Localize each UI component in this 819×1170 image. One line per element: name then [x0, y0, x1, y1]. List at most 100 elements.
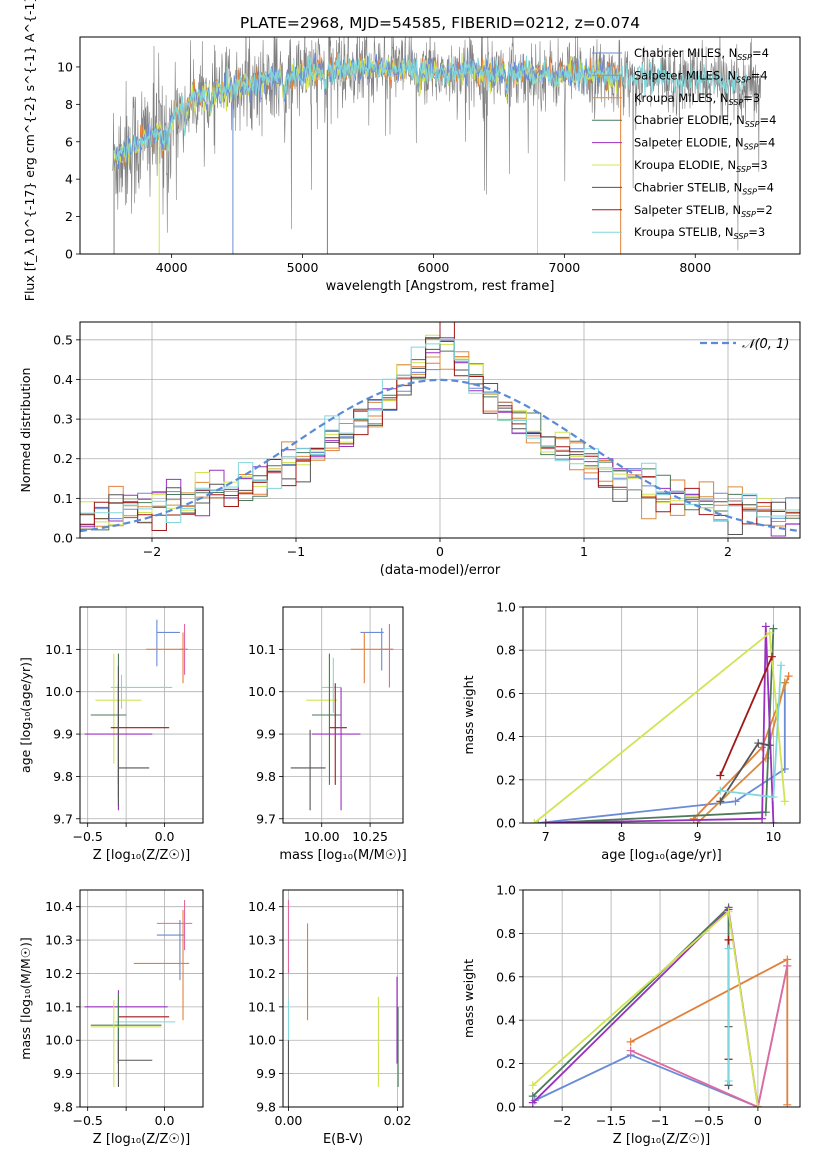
y-tick-label: 9.9 [53, 1066, 73, 1081]
y-tick-label: 9.8 [53, 769, 73, 784]
histogram-series-kroupa_stelib [80, 338, 800, 538]
x-tick-label: −2 [553, 1113, 571, 1128]
errorbar-point [90, 1000, 162, 1087]
weight-marker [716, 786, 725, 795]
chart-massweight_vs_Z: −2 −1.5 −1 −0.5 0 0.0 0.2 0.4 0.6 0.8 1.0 Z [log₁₀(… [461, 883, 801, 1147]
grid [523, 889, 800, 1108]
weight-series-pink [630, 965, 789, 1107]
errorbar-point [156, 619, 180, 667]
x-tick-label: −1 [287, 544, 305, 559]
axes-frame [282, 606, 404, 824]
weight-marker [528, 1098, 537, 1107]
chart-massweight_vs_age: 7 8 9 10 0.0 0.2 0.4 0.6 0.8 1.0 age [log₁₀(age/yr… [461, 600, 801, 863]
weight-marker [716, 771, 725, 780]
y-tick-label: 10.2 [248, 966, 276, 981]
figure-title: PLATE=2968, MJD=54585, FIBERID=0212, z=0… [240, 14, 640, 32]
chart-age_vs_Z: −0.5 0.0 9.7 9.8 9.9 10.0 10.1 Z [log₁₀(Z/Z☉)] a… [18, 606, 204, 863]
x-axis-label: Z [log₁₀(Z/Z☉)] [93, 848, 190, 863]
x-tick-label: 7000 [548, 260, 580, 275]
weight-marker [541, 819, 550, 823]
y-tick-label: 9.8 [53, 1100, 73, 1115]
y-tick-label: 10.0 [248, 1033, 276, 1048]
y-tick-label: 10.1 [45, 999, 73, 1014]
x-axis-label: E(B-V) [323, 1132, 363, 1147]
weight-marker [765, 628, 774, 637]
plot-area [84, 900, 193, 1087]
weight-marker [530, 819, 539, 823]
x-tick-label: 0.0 [155, 1113, 175, 1128]
y-tick-label: 0.6 [496, 686, 516, 701]
y-tick-label: 10.1 [45, 642, 73, 657]
y-tick-label: 0.2 [53, 451, 73, 466]
weight-marker [769, 624, 778, 633]
weight-marker [777, 661, 786, 670]
y-axis-label: age [log₁₀(age/yr)] [18, 657, 33, 773]
y-tick-label: 0.4 [53, 372, 73, 387]
x-axis-label: Z [log₁₀(Z/Z☉)] [613, 1132, 710, 1147]
legend-entry: Chabrier ELODIE, NSSP=4 [634, 113, 776, 129]
plot-area [287, 900, 399, 1107]
y-tick-label: 10.0 [45, 684, 73, 699]
x-tick-label: 10.00 [304, 829, 340, 844]
y-axis-label: mass weight [461, 675, 476, 754]
legend: Chabrier MILES, NSSP=4 Salpeter MILES, NS… [592, 46, 776, 241]
y-tick-label: 0.3 [53, 412, 73, 427]
weight-marker [753, 1103, 762, 1107]
y-tick-label: 0.5 [53, 332, 73, 347]
weight-marker [769, 819, 778, 823]
y-tick-label: 10.2 [45, 966, 73, 981]
weight-marker [767, 652, 776, 661]
errorbar-point [115, 1006, 176, 1057]
y-tick-label: 0 [65, 247, 73, 262]
y-tick-label: 0.1 [53, 491, 73, 506]
y-axis-label: mass weight [461, 959, 476, 1038]
x-tick-label: 0.00 [275, 1113, 303, 1128]
weight-marker [758, 743, 767, 752]
y-tick-label: 0.0 [496, 816, 516, 831]
y-tick-label: 0.8 [496, 643, 516, 658]
x-tick-label: 2 [724, 544, 732, 559]
y-tick-label: 10.0 [45, 1033, 73, 1048]
weight-marker [626, 1037, 635, 1046]
x-axis-label: Z [log₁₀(Z/Z☉)] [93, 1132, 190, 1147]
axes-frame [522, 889, 801, 1108]
errorbar-point [146, 632, 188, 684]
weight-marker [780, 678, 789, 687]
weight-series-chabrier_miles [534, 965, 789, 1107]
y-tick-label: 10.0 [248, 684, 276, 699]
weight-marker [716, 797, 725, 806]
errorbar-point [117, 666, 150, 807]
weight-marker [784, 672, 793, 681]
weight-series-salpeter_elodie [532, 907, 759, 1107]
x-tick-label: 7 [542, 829, 550, 844]
weight-marker [724, 935, 733, 944]
legend-entry: Salpeter STELIB, NSSP=2 [634, 203, 773, 219]
errorbar-point [117, 1040, 153, 1087]
y-tick-label: 0.0 [53, 531, 73, 546]
y-tick-label: 6 [65, 134, 73, 149]
x-axis-label: age [log₁₀(age/yr)] [601, 848, 722, 863]
y-tick-label: 0.8 [496, 926, 516, 941]
x-tick-label: 5000 [287, 260, 319, 275]
plot-area [290, 623, 394, 811]
axes-frame [79, 36, 801, 255]
y-tick-label: 1.0 [496, 883, 516, 898]
errorbar-point [133, 910, 190, 1021]
y-tick-label: 10.3 [248, 933, 276, 948]
axes-frame [282, 889, 404, 1108]
y-tick-label: 9.9 [256, 727, 276, 742]
y-tick-label: 0.0 [496, 1100, 516, 1115]
legend: 𝒩(0, 1) [700, 337, 789, 352]
axes-frame [79, 606, 204, 824]
plot-area [84, 619, 188, 811]
plot-area [528, 903, 792, 1107]
legend-entry: Kroupa STELIB, NSSP=3 [634, 225, 765, 241]
errorbar-point [321, 657, 342, 713]
y-tick-label: 10.4 [248, 899, 276, 914]
errorbar-point [90, 653, 127, 785]
legend-entry: Kroupa MILES, NSSP=3 [634, 91, 760, 107]
axes-frame [79, 889, 204, 1108]
y-tick-label: 4 [65, 172, 73, 187]
x-tick-label: −0.5 [73, 829, 103, 844]
x-tick-label: 4000 [156, 260, 188, 275]
